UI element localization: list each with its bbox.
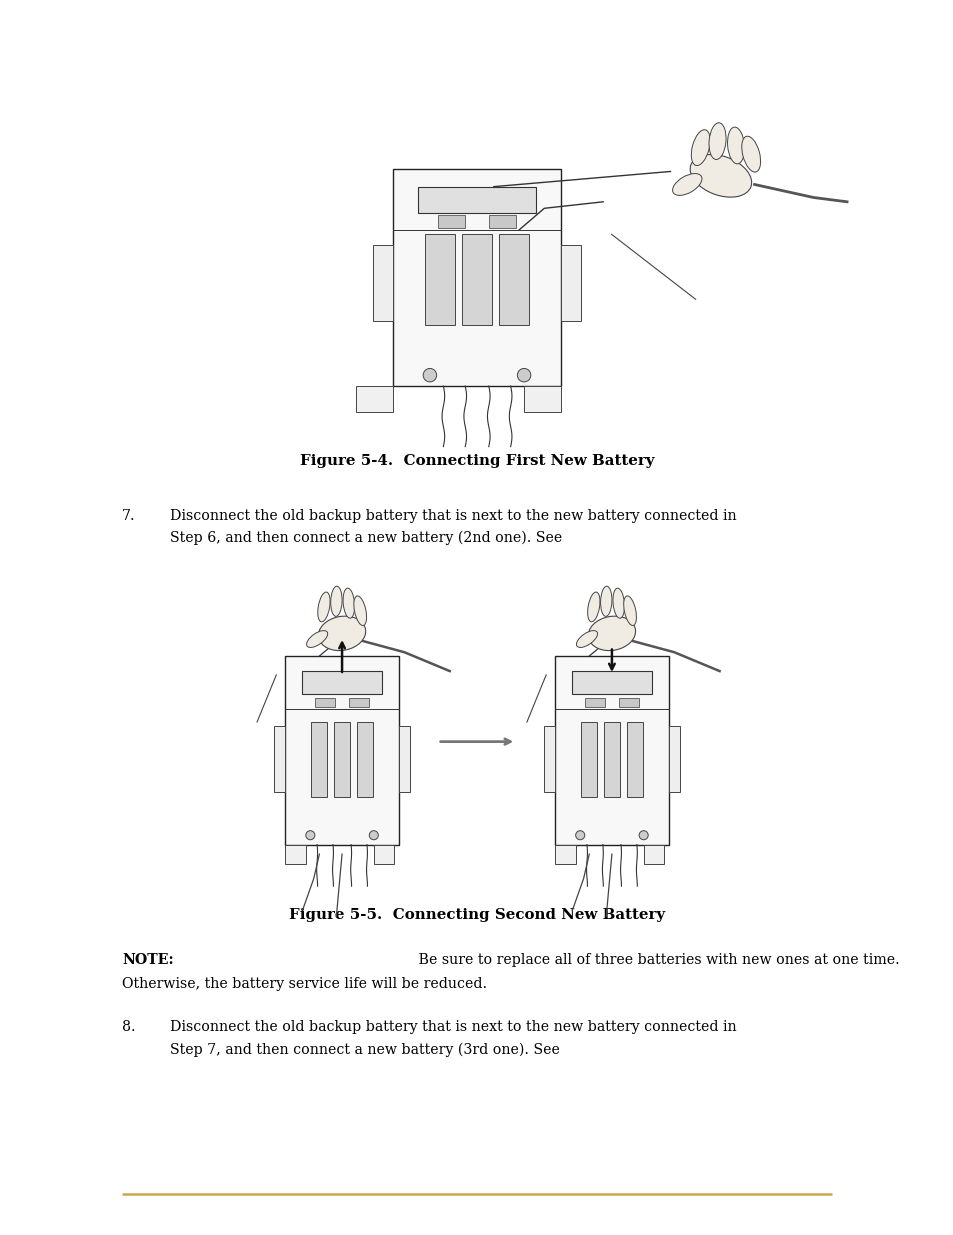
Ellipse shape [354,597,366,626]
Bar [555,656,668,845]
Bar [302,671,381,694]
Text: Be sure to replace all of three batteries with new ones at one time.: Be sure to replace all of three batterie… [414,953,899,967]
Text: Step 6, and then connect a new battery (2nd one). See: Step 6, and then connect a new battery (… [170,531,566,546]
Ellipse shape [689,154,751,198]
Circle shape [639,831,647,840]
Circle shape [369,831,378,840]
Bar [437,215,465,227]
Ellipse shape [318,616,365,651]
Bar [349,698,369,706]
Bar [311,722,327,798]
Bar [398,726,410,792]
Ellipse shape [691,130,709,165]
Bar [285,845,306,863]
Ellipse shape [623,597,636,626]
Ellipse shape [317,592,330,622]
Text: Otherwise, the battery service life will be reduced.: Otherwise, the battery service life will… [122,977,487,990]
Circle shape [517,368,530,382]
Bar [374,845,394,863]
Circle shape [306,831,314,840]
Ellipse shape [576,631,597,647]
Bar [584,698,604,706]
Bar [373,246,393,321]
Ellipse shape [672,174,701,195]
Ellipse shape [588,616,635,651]
Text: Figure 5-4.  Connecting First New Battery: Figure 5-4. Connecting First New Battery [299,454,654,468]
Bar [417,186,536,212]
Bar [393,169,560,387]
Bar [355,387,393,412]
Bar [488,215,516,227]
Text: Disconnect the old backup battery that is next to the new battery connected in: Disconnect the old backup battery that i… [170,1020,736,1034]
Bar [523,387,560,412]
Bar [498,235,529,325]
Bar [580,722,597,798]
Text: 8.: 8. [122,1020,135,1034]
Bar [461,235,492,325]
Bar [285,656,398,845]
Text: Figure 5-5.  Connecting Second New Battery: Figure 5-5. Connecting Second New Batter… [289,908,664,921]
Circle shape [423,368,436,382]
Bar [626,722,642,798]
Ellipse shape [331,587,342,616]
Bar [603,722,619,798]
Bar [572,671,651,694]
Text: Disconnect the old backup battery that is next to the new battery connected in: Disconnect the old backup battery that i… [170,509,736,522]
Bar [643,845,663,863]
Circle shape [575,831,584,840]
Bar [560,246,580,321]
Text: 7.: 7. [122,509,135,522]
Bar [334,722,350,798]
Bar [618,698,639,706]
Bar [668,726,679,792]
Bar [555,845,575,863]
Bar [274,726,285,792]
Bar [314,698,335,706]
Ellipse shape [343,588,355,619]
Ellipse shape [600,587,611,616]
Ellipse shape [727,127,743,164]
Bar [424,235,455,325]
Ellipse shape [612,588,624,619]
Text: NOTE:: NOTE: [122,953,173,967]
Bar [543,726,555,792]
Ellipse shape [708,122,725,159]
Text: Step 7, and then connect a new battery (3rd one). See: Step 7, and then connect a new battery (… [170,1042,563,1057]
Bar [356,722,373,798]
Ellipse shape [306,631,327,647]
Ellipse shape [741,136,760,172]
Ellipse shape [587,592,599,622]
